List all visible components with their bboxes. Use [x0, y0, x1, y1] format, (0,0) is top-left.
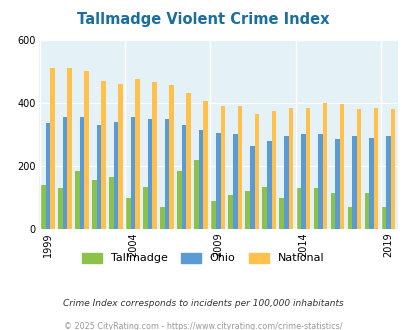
Bar [186, 93, 191, 229]
Bar [271, 111, 275, 229]
Bar [254, 114, 258, 229]
Bar [330, 193, 334, 229]
Bar [220, 106, 224, 229]
Bar [368, 138, 373, 229]
Bar [317, 135, 322, 229]
Bar [296, 188, 301, 229]
Bar [284, 136, 288, 229]
Bar [249, 146, 254, 229]
Text: Tallmadge Violent Crime Index: Tallmadge Violent Crime Index [77, 12, 328, 26]
Bar [356, 109, 360, 229]
Bar [266, 141, 271, 229]
Bar [101, 81, 106, 229]
Bar [373, 108, 377, 229]
Bar [237, 106, 241, 229]
Bar [181, 125, 186, 229]
Bar [92, 180, 96, 229]
Bar [126, 198, 130, 229]
Bar [96, 125, 101, 229]
Bar [228, 195, 232, 229]
Bar [67, 68, 72, 229]
Bar [130, 117, 135, 229]
Bar [194, 160, 198, 229]
Bar [385, 136, 390, 229]
Bar [203, 101, 208, 229]
Bar [279, 198, 284, 229]
Bar [58, 188, 62, 229]
Legend: Tallmadge, Ohio, National: Tallmadge, Ohio, National [81, 253, 324, 263]
Bar [75, 171, 79, 229]
Bar [351, 136, 356, 229]
Text: © 2025 CityRating.com - https://www.cityrating.com/crime-statistics/: © 2025 CityRating.com - https://www.city… [64, 322, 341, 330]
Bar [113, 122, 118, 229]
Bar [301, 135, 305, 229]
Bar [288, 108, 292, 229]
Bar [245, 191, 249, 229]
Bar [109, 177, 113, 229]
Bar [215, 133, 220, 229]
Bar [390, 109, 394, 229]
Bar [198, 130, 203, 229]
Bar [339, 104, 343, 229]
Bar [347, 207, 351, 229]
Bar [50, 68, 55, 229]
Bar [45, 123, 50, 229]
Bar [84, 71, 89, 229]
Bar [143, 187, 147, 229]
Bar [262, 187, 266, 229]
Bar [211, 201, 215, 229]
Bar [118, 84, 123, 229]
Bar [62, 117, 67, 229]
Bar [322, 103, 326, 229]
Bar [164, 119, 169, 229]
Bar [334, 139, 339, 229]
Bar [381, 207, 385, 229]
Bar [305, 108, 309, 229]
Bar [313, 188, 317, 229]
Bar [177, 171, 181, 229]
Bar [147, 119, 152, 229]
Text: Crime Index corresponds to incidents per 100,000 inhabitants: Crime Index corresponds to incidents per… [62, 299, 343, 308]
Bar [364, 193, 368, 229]
Bar [169, 85, 174, 229]
Bar [160, 207, 164, 229]
Bar [41, 185, 45, 229]
Bar [152, 82, 157, 229]
Bar [79, 117, 84, 229]
Bar [135, 79, 140, 229]
Bar [232, 135, 237, 229]
